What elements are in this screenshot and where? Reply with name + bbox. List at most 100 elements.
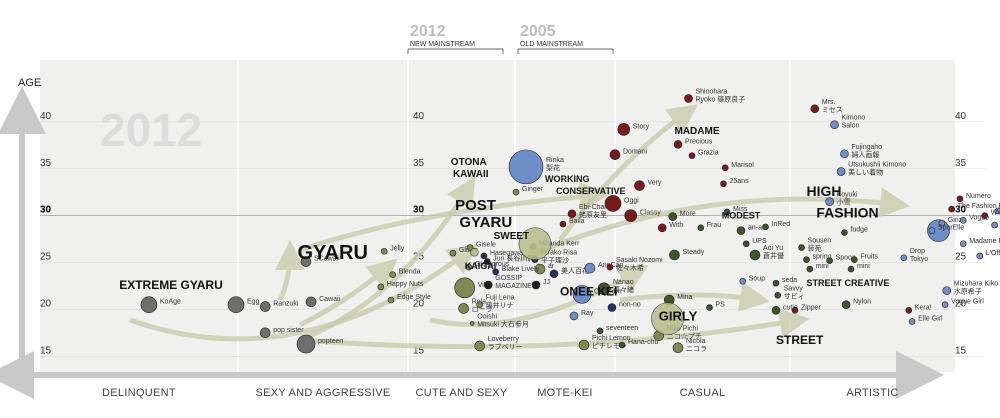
point-label: 梨花 <box>546 163 560 172</box>
group-label-extreme-gyaru: EXTREME GYARU <box>119 278 223 292</box>
point-label: InRed <box>772 221 791 228</box>
point-label: Salon <box>842 123 860 130</box>
year-2005: 2005 <box>520 23 556 40</box>
point-drop-tokyo <box>900 254 908 262</box>
group-label-gyaru: GYARU <box>459 214 512 231</box>
point-label: ローラ <box>472 305 493 313</box>
point-item <box>518 227 552 261</box>
point-blenda <box>389 271 397 278</box>
point-oggi <box>604 195 622 212</box>
point-inred <box>762 223 769 231</box>
point-nicola <box>672 342 684 354</box>
point-mizuhara-kiko <box>942 286 952 295</box>
point-item <box>651 302 684 336</box>
point-label: The Fashion Post <box>958 203 1000 210</box>
point-label: Niko Pichi <box>667 326 699 333</box>
point-item <box>470 247 479 257</box>
point-cawaii <box>305 296 317 308</box>
trend-arrow <box>558 104 699 242</box>
point-koage <box>140 296 158 313</box>
point-label: Loveberry <box>488 336 520 343</box>
point-label: Frau <box>707 222 722 229</box>
group-label-conservative: CONSERVATIVE <box>556 186 626 196</box>
point-label: an-an <box>748 225 766 232</box>
point-domani <box>609 149 621 160</box>
point-label: Kera! <box>915 304 932 311</box>
y-tick-label: 35 <box>955 158 967 169</box>
trend-arrow <box>429 264 649 327</box>
y-tick-label: 40 <box>413 111 425 122</box>
point-koyuki <box>825 197 834 206</box>
point-nanao <box>597 282 611 296</box>
point-label: GOSSIP <box>495 275 522 282</box>
point-very <box>634 180 645 191</box>
point-mrs <box>810 104 820 114</box>
point-ps <box>706 304 713 311</box>
point-label: 美しい着物 <box>848 168 883 177</box>
point-label: ar <box>548 263 555 270</box>
point-label: Steady <box>683 249 705 256</box>
point-label: Gisele <box>476 242 496 249</box>
point-steady <box>669 249 680 261</box>
point-scawaii <box>300 256 312 267</box>
point-label: ニコ☆プチ <box>667 332 702 341</box>
point-label: Blenda <box>399 269 421 276</box>
point-label: Pichi Lemon <box>592 335 631 342</box>
point-ebi-chan <box>567 209 577 219</box>
point-label: spring <box>813 254 832 261</box>
point-fujingaho <box>840 149 849 159</box>
point-label: seventeen <box>606 325 638 332</box>
point-label: mini <box>816 263 829 270</box>
point-story <box>617 123 631 136</box>
point-label: Soup <box>749 275 765 282</box>
point-vogue <box>959 217 967 224</box>
trend-arrow <box>619 281 770 312</box>
point-fudge <box>841 229 848 236</box>
point-label: MAGAZINES <box>495 283 537 290</box>
point-non-no <box>607 303 617 312</box>
point-label: Koyuki <box>837 192 858 199</box>
point-item <box>549 269 559 279</box>
point-label: JJ <box>543 279 550 286</box>
point-glitter <box>449 249 457 257</box>
point-label: Ryoko 篠原良子 <box>696 94 746 103</box>
point-label: Zipper <box>801 304 822 311</box>
point-sasaki-nozomi <box>606 263 614 271</box>
group-label-high: HIGH <box>807 183 842 199</box>
group-label-working: WORKING <box>545 174 590 184</box>
point-label: UPS <box>752 238 767 245</box>
point-shinohara-ryoko <box>684 94 693 103</box>
y-tick-label: 15 <box>413 345 425 356</box>
point-label: Nicola <box>686 338 706 345</box>
point-cancam <box>572 285 592 304</box>
point-label: With <box>669 222 683 229</box>
point-label: L'Officiel Japon <box>986 250 1000 257</box>
point-label: fudge <box>850 227 868 234</box>
x-axis-categories: DELINQUENT SEXY AND AGGRESSIVE CUTE AND SE… <box>102 387 898 399</box>
point-label: 装苑 <box>808 244 822 253</box>
point-madame-figaro <box>959 240 967 248</box>
point-label: 水原希子 <box>954 287 982 296</box>
point-label: Rinka <box>546 157 564 164</box>
point-label: Precious <box>685 138 713 145</box>
group-label-street-creative: STREET CREATIVE <box>807 278 890 288</box>
point-label: SCawaii <box>314 256 340 263</box>
group-label-sweet: SWEET <box>494 231 530 242</box>
point-ar <box>534 263 546 275</box>
point-glamorous <box>465 263 473 271</box>
point-label: Sousen <box>808 238 832 245</box>
point-label: Sasaki Nozomi <box>616 257 663 264</box>
point-label: Glitter <box>459 247 478 254</box>
y-tick-label: 35 <box>413 158 425 169</box>
point-label: Madame Figaro <box>969 238 1000 245</box>
point-mini <box>806 265 814 273</box>
point-25ans <box>720 180 727 188</box>
point-vogue-girl <box>941 301 949 308</box>
year-caption: NEW MAINSTREAM <box>410 41 475 48</box>
point-precious <box>673 140 683 149</box>
point-label: 25ans <box>730 178 750 185</box>
point-miss <box>723 208 731 216</box>
point-label: Grazia <box>698 150 719 157</box>
